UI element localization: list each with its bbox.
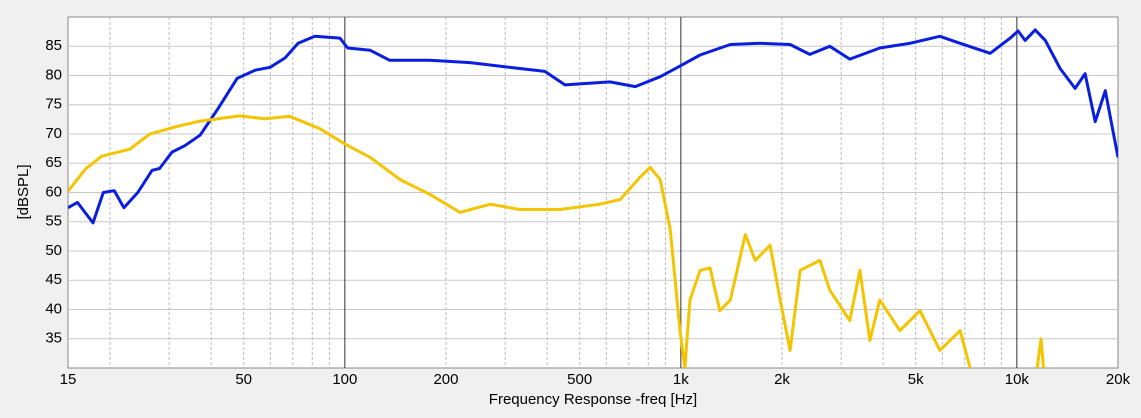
y-tick-label: 65: [45, 154, 62, 171]
y-tick-label: 60: [45, 183, 62, 200]
x-tick-label: 500: [567, 371, 592, 388]
x-tick-label: 15: [60, 371, 77, 388]
x-tick-label: 200: [433, 371, 458, 388]
x-tick-label: 20k: [1106, 371, 1131, 388]
y-tick-label: 35: [45, 330, 62, 347]
y-tick-label: 70: [45, 125, 62, 142]
x-tick-label: 5k: [908, 371, 924, 388]
y-tick-label: 80: [45, 66, 62, 83]
series-line: [68, 114, 1045, 368]
y-axis-label: [dBSPL]: [15, 164, 32, 219]
y-tick-label: 85: [45, 37, 62, 54]
y-tick-label: 50: [45, 242, 62, 259]
x-axis-label: Frequency Response -freq [Hz]: [489, 391, 697, 408]
y-tick-label: 40: [45, 300, 62, 317]
series-line: [68, 28, 1118, 225]
y-tick-label: 55: [45, 213, 62, 230]
y-tick-label: 75: [45, 96, 62, 113]
x-tick-label: 100: [332, 371, 357, 388]
x-tick-label: 50: [235, 371, 252, 388]
x-tick-label: 2k: [774, 371, 790, 388]
x-tick-label: 1k: [673, 371, 689, 388]
x-tick-label: 10k: [1005, 371, 1030, 388]
y-tick-label: 45: [45, 271, 62, 288]
